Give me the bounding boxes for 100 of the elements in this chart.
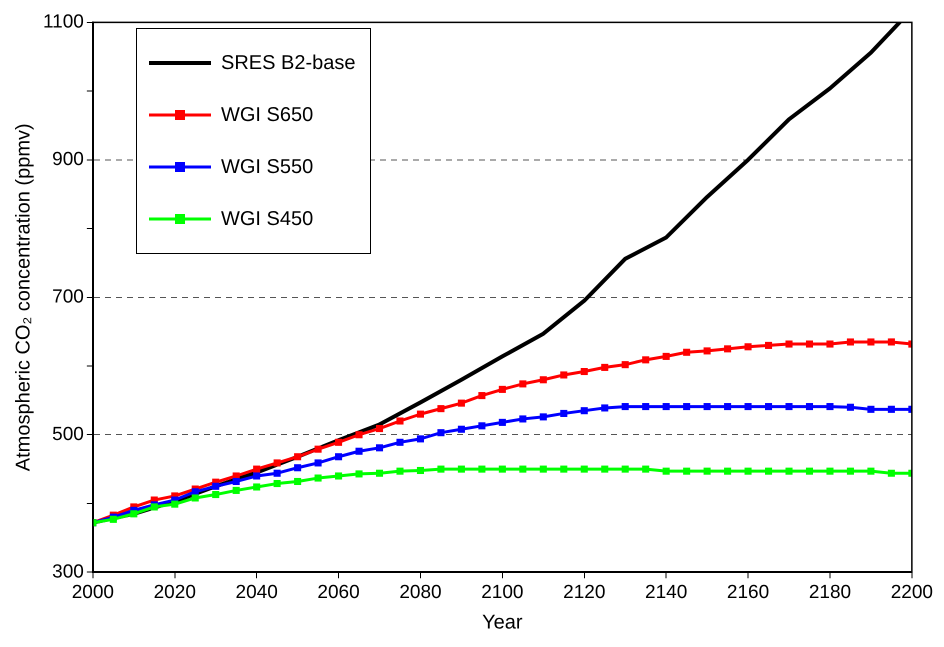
x-tick-label: 2060 <box>317 582 360 603</box>
point <box>846 468 854 475</box>
x-tick-label: 2160 <box>726 582 770 603</box>
point <box>498 418 506 426</box>
point <box>580 466 588 473</box>
point <box>888 338 895 346</box>
y-tick-label: 500 <box>52 424 84 445</box>
point <box>622 361 629 368</box>
point <box>314 474 322 482</box>
legend-label: WGI S650 <box>221 104 314 126</box>
point <box>806 403 814 410</box>
point <box>846 338 854 346</box>
point <box>601 466 608 473</box>
y-tick-label: 900 <box>52 149 84 170</box>
point <box>458 426 465 433</box>
point <box>580 407 588 414</box>
point <box>416 410 424 418</box>
point <box>294 464 302 472</box>
point <box>806 468 814 475</box>
point <box>274 470 281 477</box>
point <box>642 466 650 473</box>
point <box>642 403 650 410</box>
point <box>826 340 834 348</box>
point <box>888 406 895 413</box>
point <box>335 472 342 480</box>
point <box>376 470 384 477</box>
point <box>601 364 608 371</box>
point <box>765 468 772 475</box>
point <box>683 468 690 475</box>
point <box>785 340 793 348</box>
point <box>314 446 322 453</box>
point <box>376 425 384 432</box>
point <box>867 468 874 475</box>
point <box>253 472 260 480</box>
point <box>888 470 895 477</box>
point <box>294 478 302 486</box>
point <box>724 403 732 410</box>
point <box>580 368 588 376</box>
point <box>826 468 834 475</box>
legend-label: WGI S550 <box>221 156 314 178</box>
point <box>356 448 363 455</box>
point <box>498 386 506 393</box>
point <box>519 380 526 388</box>
point <box>519 466 526 473</box>
point <box>416 466 424 474</box>
point <box>662 468 670 475</box>
point <box>622 466 629 473</box>
y-axis-title: Atmospheric CO₂ concentration (ppmv) <box>12 123 35 472</box>
point <box>683 348 690 356</box>
point <box>458 466 465 473</box>
point <box>519 415 526 422</box>
point <box>744 468 752 475</box>
legend-label: WGI S450 <box>221 208 314 230</box>
x-tick-label: 2200 <box>890 582 934 603</box>
point <box>785 403 793 410</box>
x-tick-label: 2080 <box>399 582 442 603</box>
point <box>806 340 814 348</box>
point <box>232 486 240 494</box>
point <box>622 403 629 410</box>
point <box>192 494 199 502</box>
point <box>704 347 711 354</box>
point <box>171 500 178 508</box>
point <box>704 403 711 410</box>
x-tick-label: 2120 <box>563 582 606 603</box>
x-tick-label: 2180 <box>808 582 852 603</box>
point <box>560 410 568 417</box>
point <box>765 342 772 349</box>
point <box>642 356 650 364</box>
x-tick-label: 2100 <box>481 582 524 603</box>
point <box>867 338 874 346</box>
point <box>724 345 732 352</box>
point <box>744 343 752 350</box>
point <box>212 482 220 490</box>
y-tick-label: 300 <box>52 561 84 582</box>
point <box>478 422 486 430</box>
point <box>458 400 465 407</box>
point <box>437 429 444 436</box>
point <box>335 453 342 460</box>
point <box>540 466 547 473</box>
point <box>396 417 404 425</box>
point <box>274 459 281 466</box>
point <box>846 404 854 411</box>
x-tick-label: 2000 <box>72 582 114 603</box>
point <box>785 468 793 475</box>
x-tick-label: 2140 <box>645 582 688 603</box>
point <box>560 371 568 378</box>
point <box>437 466 444 473</box>
point <box>253 466 260 473</box>
point <box>253 483 260 491</box>
point <box>356 470 363 478</box>
point <box>437 405 444 412</box>
point <box>478 392 486 400</box>
point <box>867 406 874 413</box>
point <box>274 480 281 488</box>
point <box>396 468 404 475</box>
point <box>376 444 384 452</box>
point <box>498 466 506 473</box>
point <box>540 413 547 420</box>
point <box>356 431 363 438</box>
y-tick-label: 700 <box>52 286 84 308</box>
